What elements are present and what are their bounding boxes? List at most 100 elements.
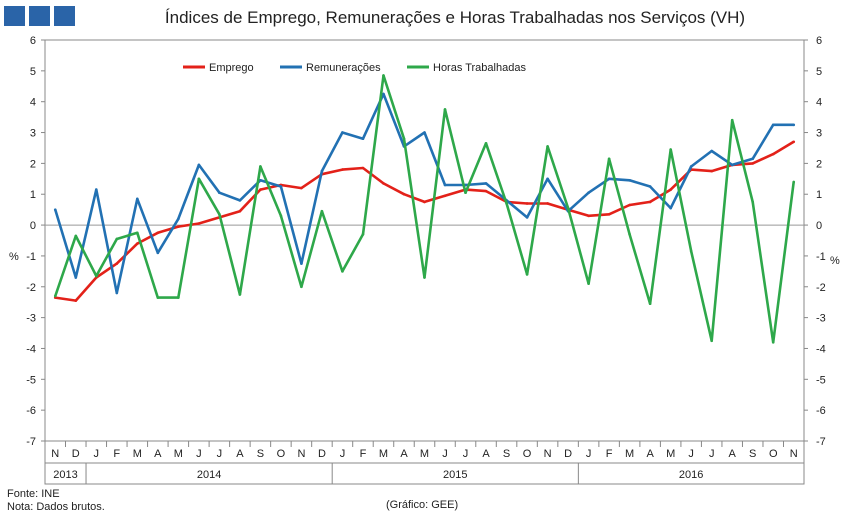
chart-title: Índices de Emprego, Remunerações e Horas…: [164, 8, 746, 27]
data-point: [136, 197, 139, 201]
x-tick-label: A: [236, 448, 244, 460]
x-tick-label: J: [217, 448, 223, 460]
data-point: [156, 231, 160, 235]
data-point: [607, 157, 611, 161]
logo-square-1: [4, 6, 25, 26]
data-point: [710, 339, 713, 343]
data-point: [689, 165, 693, 168]
year-label: 2014: [197, 469, 221, 481]
x-tick-label: N: [51, 448, 59, 460]
x-tick-label: J: [586, 448, 592, 460]
y-tick-label-right: -5: [816, 374, 826, 386]
x-tick-label: D: [72, 448, 80, 460]
data-point: [361, 233, 365, 236]
x-tick-label: F: [113, 448, 120, 460]
data-point: [74, 276, 78, 279]
data-point: [259, 188, 262, 191]
y-tick-label-left: -1: [26, 251, 36, 263]
data-point: [341, 131, 344, 134]
y-tick-label-left: -3: [26, 313, 36, 325]
data-point: [730, 118, 734, 122]
y-tick-label-right: -7: [816, 436, 826, 448]
x-tick-label: M: [133, 448, 142, 460]
data-point: [156, 251, 160, 255]
x-tick-label: M: [174, 448, 183, 460]
data-point: [300, 262, 303, 265]
data-point: [259, 165, 262, 168]
credit-note: (Gráfico: GEE): [386, 499, 459, 511]
x-tick-label: J: [442, 448, 448, 460]
data-point: [177, 225, 180, 228]
data-point: [423, 200, 426, 204]
y-axis-label-left: %: [9, 251, 19, 263]
data-point: [382, 182, 385, 185]
x-tick-label: A: [729, 448, 737, 460]
y-tick-label-left: 1: [30, 189, 36, 201]
x-tick-label: D: [564, 448, 572, 460]
data-point: [238, 209, 242, 213]
x-tick-label: N: [297, 448, 305, 460]
chart-frame: [44, 39, 805, 485]
data-point: [361, 166, 365, 170]
data-point: [177, 217, 180, 221]
data-point: [53, 294, 57, 298]
x-tick-label: N: [544, 448, 552, 460]
logo-square-2: [29, 6, 50, 26]
data-point: [689, 249, 693, 253]
x-tick-label: J: [196, 448, 202, 460]
data-point: [443, 194, 447, 198]
data-point: [197, 177, 201, 181]
y-tick-label-left: -2: [26, 282, 36, 294]
data-point: [320, 169, 324, 173]
y-tick-label-right: -6: [816, 405, 826, 417]
plot-border: [44, 39, 805, 485]
x-tick-label: A: [154, 448, 162, 460]
data-point: [341, 168, 344, 171]
series-line-2: [54, 74, 795, 344]
data-point: [587, 214, 590, 218]
data-point: [669, 148, 672, 151]
data-point: [402, 192, 406, 196]
data-point: [300, 186, 303, 190]
data-point: [361, 137, 365, 141]
data-point: [771, 123, 775, 127]
data-point: [484, 189, 488, 193]
data-point: [382, 74, 385, 77]
x-tick-label: O: [277, 448, 286, 460]
year-label: 2013: [53, 469, 77, 481]
legend: Emprego Remunerações Horas Trabalhadas: [183, 62, 526, 74]
data-point: [546, 202, 549, 205]
data-point: [792, 123, 796, 127]
data-point: [546, 177, 549, 181]
data-point: [423, 131, 426, 134]
x-tick-label: F: [360, 448, 367, 460]
y-tick-label-right: 1: [816, 189, 822, 201]
data-point: [136, 231, 139, 235]
y-tick-label-right: 0: [816, 220, 822, 232]
data-point: [484, 182, 488, 185]
data-point: [279, 185, 283, 188]
x-tick-label: J: [688, 448, 694, 460]
data-point: [710, 149, 713, 153]
data-point: [177, 296, 180, 299]
data-point: [710, 169, 713, 173]
x-tick-label: A: [482, 448, 490, 460]
data-point: [94, 274, 98, 278]
x-tick-label: A: [646, 448, 654, 460]
data-point: [238, 293, 242, 296]
x-tick-label: M: [666, 448, 675, 460]
data-point: [628, 203, 631, 207]
data-point: [792, 180, 796, 184]
y-tick-label-left: 2: [30, 158, 36, 170]
data-point: [751, 200, 755, 204]
data-point: [525, 273, 529, 276]
series: [53, 74, 796, 344]
data-point: [484, 142, 488, 145]
y-tick-label-right: -4: [816, 343, 826, 355]
data-point: [546, 145, 549, 148]
x-tick-label: J: [463, 448, 469, 460]
data-point: [115, 291, 119, 295]
data-point: [74, 234, 78, 238]
data-point: [751, 162, 755, 165]
